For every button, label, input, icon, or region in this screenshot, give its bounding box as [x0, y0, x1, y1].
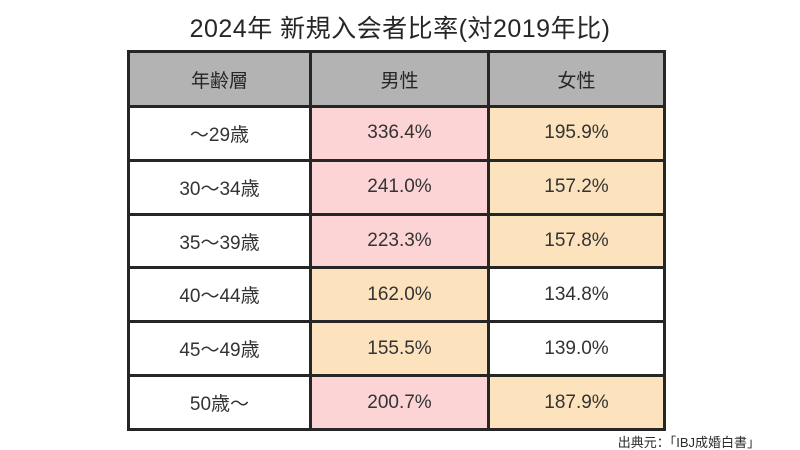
source-note: 出典元：「IBJ成婚白書」: [617, 435, 760, 450]
female-value-cell: 187.9%: [487, 374, 666, 431]
age-cell: 45〜49歳: [127, 320, 312, 378]
col-header-female: 女性: [487, 50, 666, 108]
table-row: 50歳〜 200.7% 187.9%: [127, 374, 666, 431]
female-value-cell: 157.8%: [487, 212, 666, 270]
table-row: 45〜49歳 155.5% 139.0%: [127, 320, 666, 378]
male-value-cell: 241.0%: [309, 158, 490, 216]
female-value-cell: 139.0%: [487, 320, 666, 378]
male-value-cell: 336.4%: [309, 105, 490, 162]
table-row: 40〜44歳 162.0% 134.8%: [127, 266, 666, 324]
age-cell: 40〜44歳: [127, 266, 312, 324]
female-value-cell: 195.9%: [487, 105, 666, 162]
table-row: 35〜39歳 223.3% 157.8%: [127, 212, 666, 270]
col-header-age: 年齢層: [127, 50, 312, 108]
table-row: 〜29歳 336.4% 195.9%: [127, 105, 666, 162]
female-value-cell: 157.2%: [487, 158, 666, 216]
data-table: 年齢層 男性 女性 〜29歳 336.4% 195.9% 30〜34歳 241.…: [127, 50, 666, 431]
header-row: 年齢層 男性 女性: [127, 50, 666, 108]
male-value-cell: 162.0%: [309, 266, 490, 324]
table-row: 30〜34歳 241.0% 157.2%: [127, 158, 666, 216]
age-cell: 35〜39歳: [127, 212, 312, 270]
age-cell: 50歳〜: [127, 374, 312, 431]
age-cell: 30〜34歳: [127, 158, 312, 216]
female-value-cell: 134.8%: [487, 266, 666, 324]
chart-title: 2024年 新規入会者比率(対2019年比): [189, 15, 611, 43]
male-value-cell: 223.3%: [309, 212, 490, 270]
male-value-cell: 155.5%: [309, 320, 490, 378]
col-header-male: 男性: [309, 50, 490, 108]
male-value-cell: 200.7%: [309, 374, 490, 431]
age-cell: 〜29歳: [127, 105, 312, 162]
